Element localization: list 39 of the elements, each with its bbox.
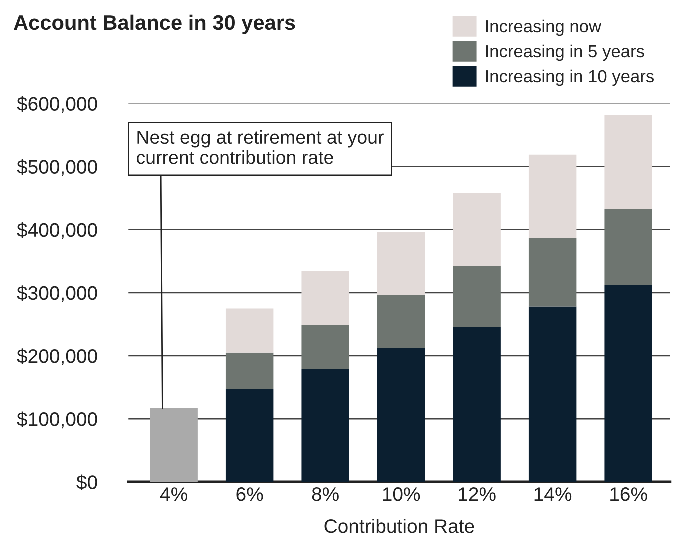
bar xyxy=(453,266,501,327)
x-tick-label: 12% xyxy=(459,487,496,502)
bar xyxy=(226,352,274,390)
y-tick-label: $200,000 xyxy=(17,348,98,366)
bar xyxy=(302,369,350,482)
legend-label: Increasing now xyxy=(486,20,602,36)
x-axis-title: Contribution Rate xyxy=(324,518,474,534)
bar xyxy=(453,193,501,266)
x-tick-label: 16% xyxy=(610,487,648,502)
bar xyxy=(604,115,652,210)
bar xyxy=(528,306,577,482)
annotation: Nest egg at retirement at your current contribution rate xyxy=(137,130,384,164)
bar xyxy=(377,232,426,296)
x-tick-label: 14% xyxy=(534,488,572,502)
y-tick-label: $600,000 xyxy=(17,96,98,114)
y-tick-label: $100,000 xyxy=(17,412,98,429)
bar xyxy=(453,326,501,482)
bar xyxy=(150,408,198,482)
bar xyxy=(302,271,350,326)
bar xyxy=(302,325,350,370)
bar xyxy=(377,295,426,348)
x-tick-label: 4% xyxy=(160,488,188,502)
legend-label: Increasing in 10 years xyxy=(486,70,654,86)
y-tick-label: $0 xyxy=(76,474,98,491)
bar xyxy=(604,285,652,482)
y-tick-label: $400,000 xyxy=(17,222,98,240)
legend-label: Increasing in 5 years xyxy=(486,44,644,62)
x-tick-label: 10% xyxy=(383,487,420,502)
chart-title: Account Balance in 30 years xyxy=(14,14,296,34)
bar xyxy=(528,238,577,307)
bar xyxy=(528,154,577,238)
x-tick-label: 6% xyxy=(236,487,264,502)
y-tick-label: $500,000 xyxy=(17,159,98,176)
bar xyxy=(226,308,274,353)
y-tick-label: $300,000 xyxy=(17,286,98,302)
bar xyxy=(604,209,652,286)
x-tick-label: 8% xyxy=(312,487,339,502)
bar xyxy=(226,389,274,482)
bar xyxy=(377,348,426,482)
